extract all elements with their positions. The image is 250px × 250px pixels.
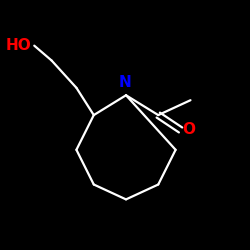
Text: O: O <box>183 122 196 138</box>
Text: N: N <box>118 75 131 90</box>
Text: HO: HO <box>6 38 32 53</box>
